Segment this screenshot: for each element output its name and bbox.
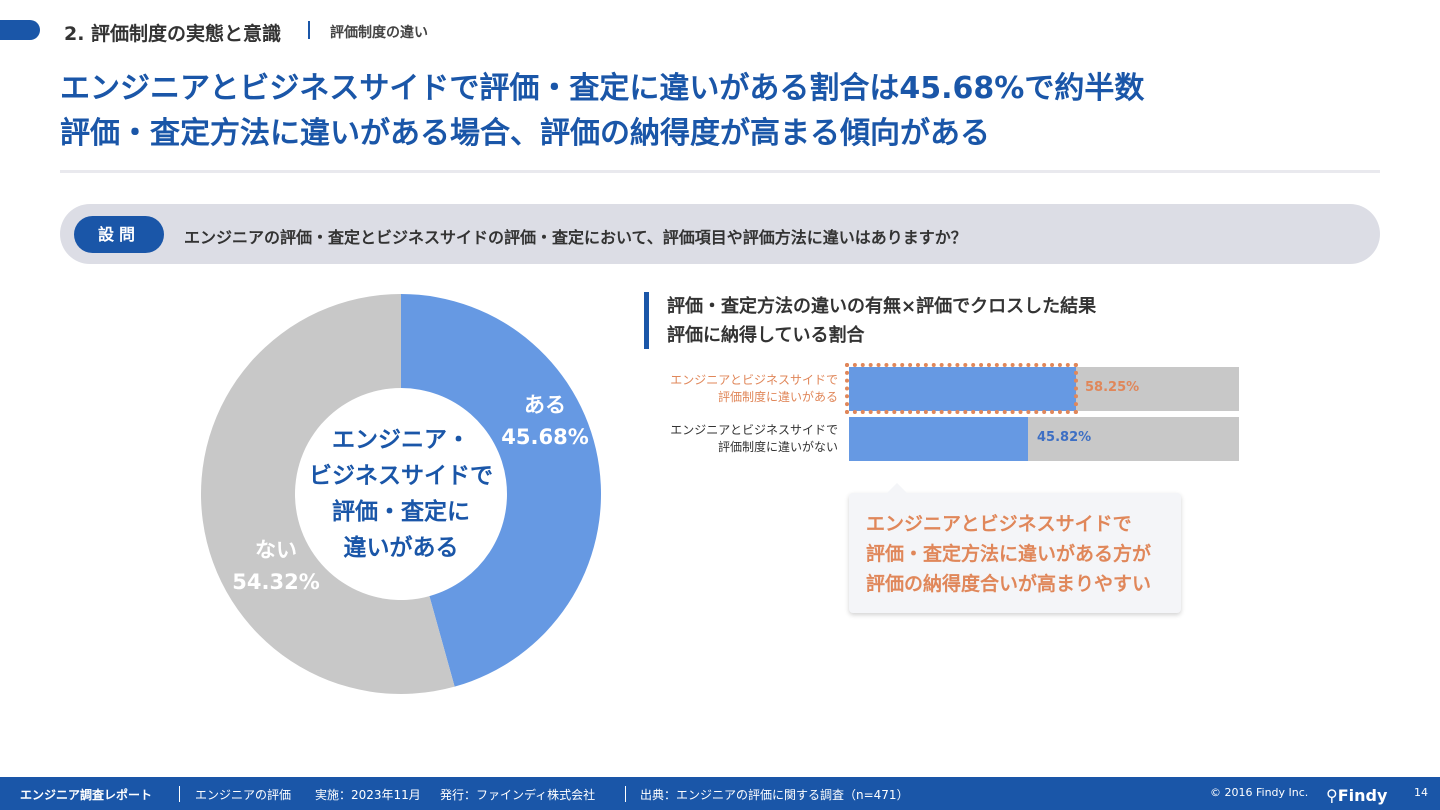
slice-nai-name: ない (255, 538, 297, 562)
bar-has-difference (849, 367, 1076, 411)
footer-topic: エンジニアの評価 (195, 788, 292, 802)
callout-line-3: 評価の納得度合いが高まりやすい (866, 573, 1152, 595)
bar-title-line-2: 評価に納得している割合 (667, 325, 865, 346)
question-bar: 設問 エンジニアの評価・査定とビジネスサイドの評価・査定において、評価項目や評価… (60, 204, 1380, 264)
slice-label-aru: ある 45.68% (500, 389, 590, 453)
bar-label-line: 評価制度に違いがない (717, 440, 838, 454)
donut-center-line: 違いがある (343, 535, 459, 561)
slice-aru-value: 45.68% (501, 425, 589, 449)
bar-label-no-difference: エンジニアとビジネスサイドで 評価制度に違いがない (600, 422, 838, 456)
headline: エンジニアとビジネスサイドで評価・査定に違いがある割合は45.68%で約半数 評… (60, 66, 1380, 156)
findy-logo-icon: ⚲ (1326, 786, 1338, 805)
bar-track-has-difference: 58.25% (849, 367, 1239, 411)
donut-center-line: 評価・査定に (332, 499, 470, 525)
donut-chart (200, 294, 601, 694)
bar-track-no-difference: 45.82% (849, 417, 1239, 461)
slice-aru-name: ある (524, 393, 566, 417)
headline-line-2: 評価・査定方法に違いがある場合、評価の納得度が高まる傾向がある (60, 116, 990, 151)
headline-line-1: エンジニアとビジネスサイドで評価・査定に違いがある割合は45.68%で約半数 (60, 71, 1145, 106)
callout-line-2: 評価・査定方法に違いがある方が (866, 543, 1152, 565)
bar-label-line: エンジニアとビジネスサイドで (670, 423, 838, 437)
donut-slice-nai (200, 294, 455, 694)
bar-label-line: 評価制度に違いがある (717, 390, 838, 404)
highlight-dotted-frame (845, 363, 1078, 414)
section-divider (308, 21, 310, 39)
slice-label-nai: ない 54.32% (226, 534, 326, 598)
bar-value-has-difference: 58.25% (1085, 380, 1140, 395)
bar-label-line: エンジニアとビジネスサイドで (670, 373, 838, 387)
footer-date: 実施：2023年11月 (315, 788, 421, 802)
footer-publisher: 発行：ファインディ株式会社 (440, 788, 596, 802)
callout-line-1: エンジニアとビジネスサイドで (866, 513, 1132, 535)
findy-logo-text: Findy (1337, 786, 1388, 805)
headline-divider (60, 170, 1380, 173)
footer-divider (625, 786, 626, 802)
question-text: エンジニアの評価・査定とビジネスサイドの評価・査定において、評価項目や評価方法に… (184, 228, 967, 247)
footer-source: 出典：エンジニアの評価に関する調査（n=471） (640, 788, 909, 802)
page-number: 14 (1414, 786, 1428, 799)
bar-chart-title: 評価・査定方法の違いの有無×評価でクロスした結果 評価に納得している割合 (667, 292, 1096, 350)
bar-label-has-difference: エンジニアとビジネスサイドで 評価制度に違いがある (600, 372, 838, 406)
donut-center-line: エンジニア・ (332, 427, 470, 453)
findy-logo: ⚲Findy (1326, 786, 1387, 805)
bar-value-no-difference: 45.82% (1037, 430, 1092, 445)
insight-callout: エンジニアとビジネスサイドで 評価・査定方法に違いがある方が 評価の納得度合いが… (849, 483, 1181, 613)
bar-title-line-1: 評価・査定方法の違いの有無×評価でクロスした結果 (667, 296, 1097, 317)
slice-nai-value: 54.32% (232, 570, 320, 594)
footer-divider (179, 786, 180, 802)
section-marker (0, 20, 40, 40)
section-subtitle: 評価制度の違い (330, 25, 428, 41)
donut-center-line: ビジネスサイドで (309, 463, 493, 489)
footer-report-name: エンジニア調査レポート (20, 788, 153, 802)
donut-center-label: エンジニア・ ビジネスサイドで 評価・査定に 違いがある (296, 388, 506, 600)
footer-bar: エンジニア調査レポート エンジニアの評価 実施：2023年11月 発行：ファイン… (0, 777, 1440, 810)
footer-copyright: © 2016 Findy Inc. (1210, 786, 1309, 799)
donut-slice-aru (401, 294, 601, 687)
bar-title-accent (644, 292, 649, 349)
bar-no-difference (849, 417, 1028, 461)
section-title: 2. 評価制度の実態と意識 (64, 23, 282, 45)
question-badge: 設問 (74, 216, 164, 253)
